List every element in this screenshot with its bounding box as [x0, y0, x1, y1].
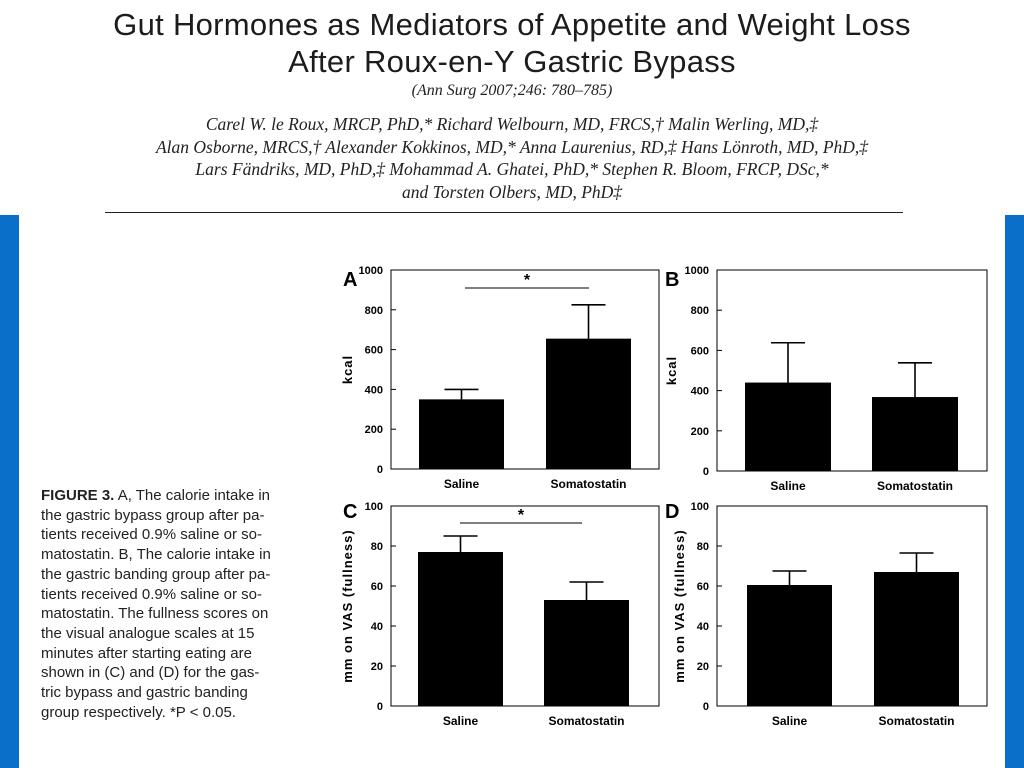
author-line-1: Carel W. le Roux, MRCP, PhD,* Richard We… — [205, 114, 819, 134]
panel-a-significance-marker: * — [524, 272, 531, 289]
panel-a-chart: 0 200 400 600 800 1000 Saline Somatostatin kcal A… — [340, 265, 660, 491]
title-line-1: Gut Hormones as Mediators of Appetite an… — [113, 7, 911, 42]
panel-b-bar-1 — [745, 382, 831, 471]
caption-line-10: shown in (C) and (D) for the gas- — [41, 664, 260, 682]
header-divider — [105, 212, 903, 213]
panel-c-ytick-label: 80 — [371, 541, 383, 553]
caption-line-5: the gastric banding group after pa- — [41, 565, 271, 583]
panel-c-category-label: Somatostatin — [548, 714, 624, 728]
caption-line-6: tients received 0.9% saline or so- — [41, 585, 262, 603]
panel-a-category-label: Saline — [444, 477, 480, 491]
panel-d-frame — [716, 505, 988, 707]
paper-title: Gut Hormones as Mediators of Appetite an… — [0, 6, 1024, 80]
panel-c-ytick-label: 0 — [377, 701, 383, 713]
panel-a-letter: A — [343, 269, 357, 291]
panel-a-ylabel: kcal — [340, 355, 355, 384]
panel-a-ytick-label: 1000 — [359, 265, 383, 277]
panel-c-ytick-label: 60 — [371, 581, 383, 593]
panel-b-letter: B — [665, 269, 679, 291]
panel-c-category-label: Saline — [443, 714, 479, 728]
panel-d-ytick-label: 20 — [697, 661, 709, 673]
panel-a-bar-1 — [419, 399, 504, 469]
panel-d-letter: D — [665, 501, 679, 523]
panel-d-bar-2 — [874, 572, 959, 706]
panel-b-ytick-label: 800 — [691, 305, 709, 317]
author-line-4: and Torsten Olbers, MD, PhD‡ — [401, 181, 623, 202]
panel-d-bar-1 — [747, 585, 832, 706]
panel-b-category-label: Somatostatin — [877, 479, 953, 493]
panel-c-bar-1 — [418, 552, 503, 706]
panel-a-category-label: Somatostatin — [550, 477, 626, 491]
panel-c-ytick-label: 100 — [365, 501, 383, 513]
panel-c-chart: 0 20 40 60 80 100 Saline Somatostatin mm on VAS … — [340, 501, 660, 728]
panel-d-ylabel: mm on VAS (fullness) — [672, 529, 687, 682]
panel-c-ytick-label: 40 — [371, 621, 383, 633]
panel-a-ytick-label: 400 — [365, 384, 383, 396]
panel-c-ylabel: mm on VAS (fullness) — [340, 529, 355, 682]
panel-d-ytick-label: 100 — [691, 501, 709, 513]
caption-line-7: matostatin. The fullness scores on — [41, 605, 269, 623]
panel-d-category-label: Somatostatin — [878, 714, 954, 728]
panel-b-bar-2 — [872, 397, 958, 471]
panel-d-ytick-label: 40 — [697, 621, 709, 633]
author-list: Carel W. le Roux, MRCP, PhD,* Richard We… — [0, 113, 1024, 203]
panel-c-letter: C — [343, 501, 357, 523]
caption-line-1-text: A, The calorie intake in — [114, 487, 271, 504]
caption-line-12: group respectively. *P < 0.05. — [41, 703, 236, 721]
author-line-3: Lars Fändriks, MD, PhD,‡ Mohammad A. Gha… — [195, 159, 829, 179]
title-line-2: After Roux-en-Y Gastric Bypass — [288, 44, 736, 79]
caption-line-8: the visual analogue scales at 15 — [41, 624, 255, 642]
caption-line-1: FIGURE 3. A, The calorie intake in — [41, 486, 316, 506]
panel-d-ytick-label: 80 — [697, 541, 709, 553]
panel-d-ytick-label: 0 — [703, 701, 709, 713]
author-line-2: Alan Osborne, MRCS,† Alexander Kokkinos,… — [155, 136, 869, 157]
panel-b-category-label: Saline — [770, 479, 806, 493]
caption-line-9: minutes after starting eating are — [41, 644, 252, 662]
panel-c-frame — [390, 505, 660, 707]
panel-a-frame — [390, 269, 660, 470]
caption-line-3: tients received 0.9% saline or so- — [41, 526, 262, 544]
panel-d-chart: 0 20 40 60 80 100 Saline Somatostatin mm on VAS … — [665, 501, 988, 728]
citation: (Ann Surg 2007;246: 780–785) — [411, 82, 613, 99]
caption-line-11: tric bypass and gastric banding — [41, 684, 248, 702]
panel-a-bar-2 — [546, 338, 631, 469]
panel-a-ytick-label: 600 — [365, 345, 383, 357]
panel-c-ytick-label: 20 — [371, 661, 383, 673]
panel-a-ytick-label: 800 — [365, 305, 383, 317]
panel-a-ytick-label: 0 — [377, 464, 383, 476]
panel-a-ytick-label: 200 — [365, 424, 383, 436]
figure-caption: FIGURE 3. A, The calorie intake in the g… — [41, 486, 316, 722]
caption-line-4: matostatin. B, The calorie intake in — [41, 546, 271, 564]
panel-b-ylabel: kcal — [664, 356, 679, 385]
right-accent-bar — [1005, 215, 1024, 768]
caption-line-2: the gastric bypass group after pa- — [41, 506, 265, 524]
panel-b-chart: 0 200 400 600 800 1000 Saline Somatostatin kcal B — [664, 265, 988, 493]
panel-b-ytick-label: 200 — [691, 426, 709, 438]
panel-c-bar-2 — [544, 600, 629, 706]
panel-b-ytick-label: 1000 — [685, 265, 709, 277]
caption-label: FIGURE 3. — [41, 487, 115, 504]
panel-b-frame — [716, 269, 988, 472]
panel-d-ytick-label: 60 — [697, 581, 709, 593]
panel-c-significance-marker: * — [518, 507, 525, 524]
left-accent-bar — [0, 215, 19, 768]
panel-d-category-label: Saline — [772, 714, 808, 728]
panel-b-ytick-label: 400 — [691, 386, 709, 398]
panel-b-ytick-label: 0 — [703, 466, 709, 478]
panel-b-ytick-label: 600 — [691, 345, 709, 357]
